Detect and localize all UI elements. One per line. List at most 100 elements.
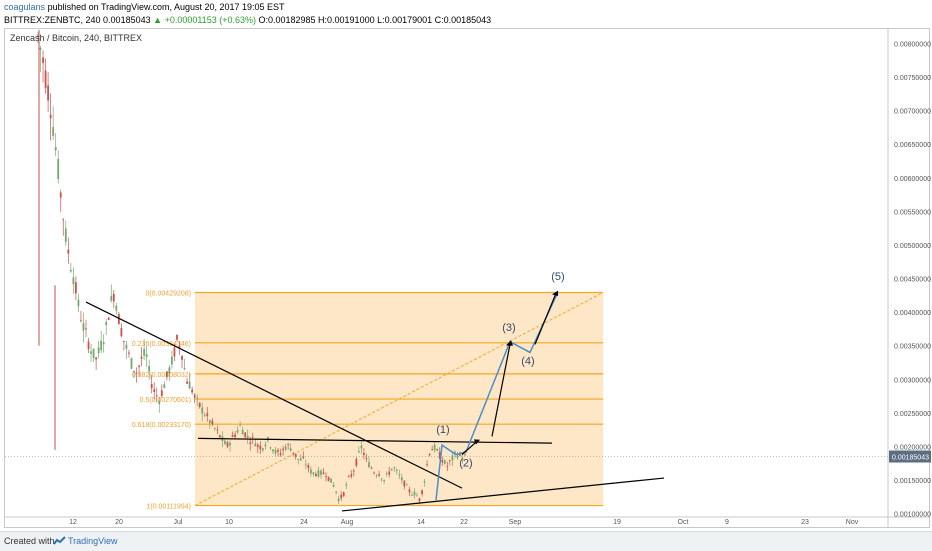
candle-body [347,476,350,478]
ohlc-values: O:0.00182985 H:0.00191000 L:0.00179001 C… [258,15,492,25]
candle-body [289,448,292,452]
x-tick-label: Nov [846,519,859,526]
candle-body [378,474,380,476]
wave-label: (2) [459,458,472,470]
candle-body [395,469,398,471]
candle-body [160,390,163,397]
created-with-label: Created with [4,536,55,546]
candle-body [133,370,135,373]
arrowhead-icon [506,340,513,346]
candle-body [363,452,365,455]
x-tick-label: 23 [801,519,809,526]
downtrend-line [85,301,463,489]
candle-body [325,476,327,478]
x-tick-label: 22 [460,519,468,526]
candle-body [426,464,429,466]
candle-body [102,342,105,345]
published-text: published on TradingView.com, August 20,… [47,2,285,12]
symbol-info-line: BITTREX:ZENBTC, 240 0.00185043 ▲ +0.0000… [4,15,491,25]
x-tick-label: Sep [509,519,522,526]
candle-body [302,456,305,458]
candle-body [345,484,348,486]
candle-body [451,455,454,461]
candle-body [254,443,257,447]
candle-body [120,328,123,337]
x-tick-label: 10 [225,519,233,526]
candle-body [117,313,120,325]
candle-body [229,442,231,446]
last-price-badge [889,450,931,463]
y-tick-label: 0.00700000 [894,109,931,116]
candle-body [304,464,307,466]
candle-body [77,299,80,307]
candle-body [456,455,459,458]
candle-body [188,381,191,389]
candle-body [368,462,370,468]
arrowhead-icon [552,290,558,297]
candle-body [251,436,254,438]
candle-body [461,458,464,460]
candle-body [249,442,252,444]
candle-body [453,451,456,454]
candle-body [165,371,168,377]
candle-body [213,428,216,429]
candle-body [315,474,317,476]
candle-body [370,468,373,469]
candle-body [416,495,418,497]
candle-body [130,358,133,369]
candle-body [330,478,332,483]
candle-body [413,491,416,496]
y-tick-label: 0.00450000 [894,277,931,284]
candle-body [69,269,72,272]
candle-body [47,85,50,101]
x-tick-label: 9 [725,519,729,526]
candle-body [340,494,343,499]
candle-body [390,468,393,471]
author-link[interactable]: coagulans [4,2,46,12]
candle-body [236,430,239,433]
candle-body [385,473,388,475]
x-tick-label: 20 [115,519,123,526]
footer-bar: Created with TradingView [0,531,932,551]
wave-label: (4) [521,356,534,368]
candle-body [110,295,113,301]
candle-body [423,481,426,483]
candle-body [355,459,358,466]
candle-body [269,447,272,449]
candle-body [393,467,396,469]
tradingview-logo-icon [53,536,66,545]
y-tick-label: 0.00200000 [894,444,931,451]
candle-body [400,477,403,481]
candle-body [64,228,67,242]
tradingview-link[interactable]: TradingView [68,536,118,546]
projection-arrow [534,293,557,345]
candle-body [87,341,90,350]
candle-body [332,484,335,487]
candle-body [241,430,244,435]
change-arrow-icon: ▲ [153,15,163,25]
candle-body [112,293,115,302]
candle-body [327,476,330,481]
y-tick-label: 0.00600000 [894,176,931,183]
candle-body [105,321,108,326]
elliott-wave-path [435,291,559,501]
candle-body [411,494,413,496]
candle-body [441,460,444,463]
arrowhead-icon [474,439,480,445]
candle-body [418,498,421,502]
y-tick-label: 0.00800000 [894,41,931,48]
candle-body [337,498,340,502]
candle-body [256,444,259,447]
candle-body [59,192,62,198]
candle-body [383,479,386,482]
x-tick-label: 14 [417,519,425,526]
candle-body [234,434,236,438]
candle-body [216,429,219,431]
candle-body [181,355,183,360]
candle-body [80,320,82,322]
chart-pane[interactable] [4,28,930,528]
candle-body [128,352,130,354]
y-tick-label: 0.00150000 [894,478,931,485]
candle-body [398,474,401,476]
